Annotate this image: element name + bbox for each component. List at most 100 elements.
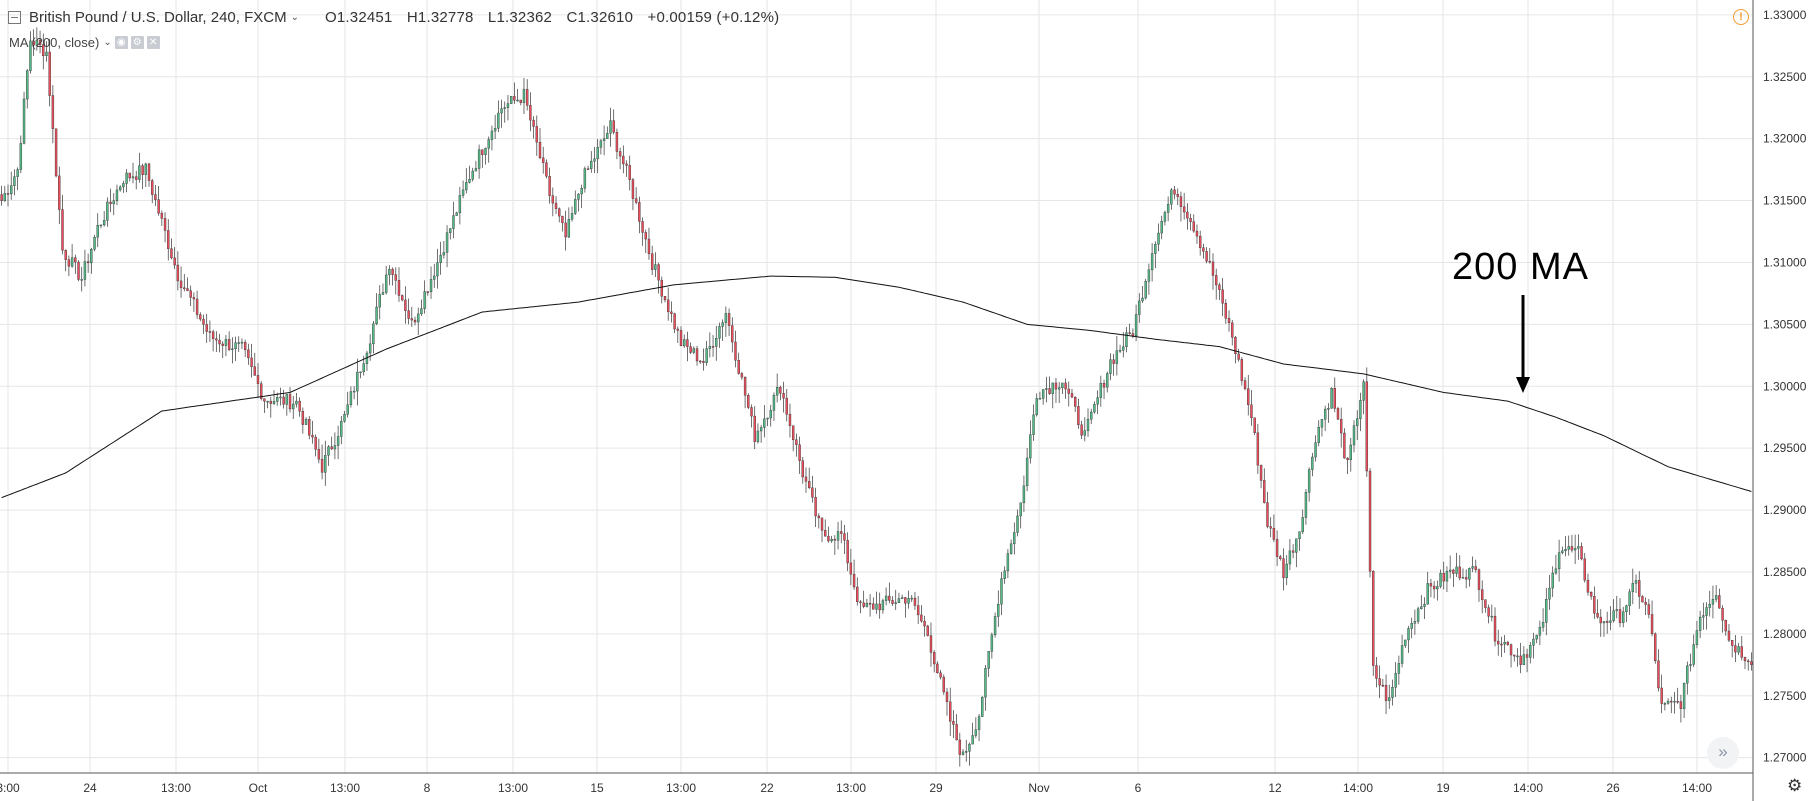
- candle-body-down: [628, 165, 631, 180]
- candle-body-down: [1112, 359, 1115, 364]
- candle: [545, 159, 548, 179]
- candle: [1589, 591, 1593, 600]
- candle-body-up: [1154, 244, 1157, 254]
- candle: [932, 650, 936, 673]
- candle: [663, 295, 667, 303]
- chevron-down-icon[interactable]: ⌄: [103, 36, 112, 48]
- candle: [782, 381, 785, 413]
- candle: [1625, 604, 1628, 623]
- candle: [429, 266, 433, 299]
- candle-body-up: [1538, 626, 1542, 636]
- candle-body-up: [474, 168, 478, 172]
- candle-body-down: [747, 394, 750, 408]
- candle: [173, 247, 176, 270]
- candle: [35, 27, 39, 51]
- candle: [234, 336, 237, 362]
- chevron-down-icon[interactable]: ⌄: [290, 11, 299, 23]
- candle: [1186, 203, 1189, 230]
- candle-body-up: [907, 598, 910, 604]
- candle-body-down: [186, 288, 189, 291]
- candle: [1231, 319, 1234, 346]
- candle-body-up: [1455, 566, 1458, 574]
- eye-icon[interactable]: ◉: [114, 35, 128, 49]
- candle-body-down: [1189, 217, 1192, 222]
- candle: [1048, 376, 1051, 395]
- double-chevron-right-icon[interactable]: »: [1707, 737, 1739, 769]
- settings-icon[interactable]: ⚙: [130, 35, 144, 49]
- candle: [769, 404, 772, 427]
- candle-body-up: [439, 254, 442, 263]
- candle-body-down: [1339, 418, 1343, 434]
- gear-icon[interactable]: ⚙: [1787, 776, 1803, 795]
- candle: [1679, 694, 1683, 723]
- candle-body-up: [705, 348, 708, 363]
- minus-square-icon[interactable]: [8, 10, 21, 24]
- candle-body-down: [734, 341, 737, 361]
- candle-body-up: [83, 261, 87, 280]
- candle: [436, 248, 439, 289]
- candle: [1650, 600, 1654, 637]
- candle: [1215, 268, 1218, 300]
- candle-body-down: [61, 209, 64, 251]
- candle: [1375, 657, 1378, 688]
- candle-body-down: [1586, 579, 1590, 593]
- candle: [1468, 567, 1471, 587]
- candle: [340, 416, 343, 445]
- candle-body-up: [1301, 517, 1304, 533]
- candle-body-up: [580, 188, 583, 195]
- candle-body-up: [1490, 615, 1494, 618]
- close-icon[interactable]: ✕: [146, 35, 160, 49]
- candle-body-up: [1045, 388, 1048, 390]
- candle-body-down: [1372, 570, 1375, 666]
- candle-body-up: [420, 308, 423, 315]
- candle: [327, 444, 330, 466]
- candle: [1570, 534, 1574, 553]
- candle: [477, 144, 481, 179]
- candle: [670, 301, 673, 323]
- candle: [788, 403, 792, 438]
- candle: [734, 330, 737, 368]
- candle: [1663, 702, 1667, 711]
- candle-body-down: [391, 268, 394, 275]
- price-tick-label: 1.30000: [1763, 379, 1807, 393]
- candle-body-up: [497, 112, 500, 129]
- symbol-title[interactable]: British Pound / U.S. Dollar, 240, FXCM: [29, 8, 287, 26]
- candle-body-up: [759, 427, 763, 432]
- candle: [615, 128, 619, 160]
- candle: [227, 331, 231, 352]
- candle-body-up: [1285, 563, 1288, 579]
- indicator-label[interactable]: MA (200, close): [9, 34, 100, 50]
- candle: [766, 417, 769, 426]
- alert-circle-icon[interactable]: !: [1733, 9, 1749, 25]
- candle-body-down: [750, 407, 753, 417]
- candle: [740, 371, 744, 380]
- candle-body-up: [596, 147, 599, 160]
- candle: [1654, 632, 1657, 664]
- candle: [1263, 468, 1266, 504]
- candle-body-down: [183, 287, 186, 289]
- candle-body-up: [458, 195, 462, 214]
- candle: [1686, 661, 1689, 695]
- candle: [474, 160, 478, 172]
- candle: [1378, 665, 1381, 699]
- candle-body-down: [622, 155, 625, 165]
- candle-body-down: [426, 291, 430, 293]
- candle-body-up: [1147, 269, 1151, 282]
- candle: [875, 591, 878, 614]
- candle-body-up: [1330, 388, 1333, 409]
- candle-body-up: [19, 143, 23, 170]
- candle-body-up: [80, 279, 83, 281]
- candle-body-up: [304, 419, 308, 425]
- candle: [1721, 605, 1724, 633]
- candle: [298, 397, 301, 417]
- candle-body-down: [945, 691, 949, 703]
- candle: [1035, 393, 1038, 417]
- candle: [67, 255, 71, 277]
- candle-body-up: [1150, 253, 1154, 271]
- candle-body-down: [413, 319, 417, 323]
- candle: [1400, 634, 1404, 668]
- candle-body-down: [1205, 251, 1208, 262]
- candle: [551, 187, 555, 217]
- candle: [679, 326, 683, 347]
